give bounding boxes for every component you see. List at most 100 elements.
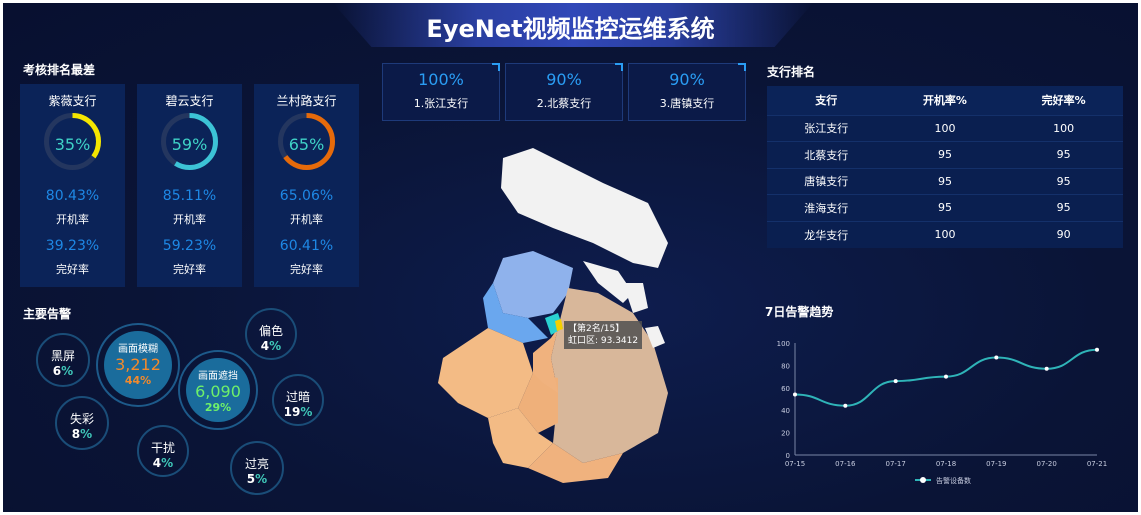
data-point <box>793 392 797 397</box>
ring-percent: 59% <box>171 135 208 154</box>
x-tick-label: 07-18 <box>936 460 956 468</box>
progress-ring <box>44 113 101 170</box>
top-percent: 90% <box>669 70 705 89</box>
map-region-pudong[interactable] <box>551 288 668 463</box>
map-region-minhang[interactable] <box>533 328 558 393</box>
map-region-jiading[interactable] <box>483 283 548 343</box>
table-cell: 张江支行 <box>767 114 886 142</box>
y-tick-label: 60 <box>781 385 790 393</box>
table-row: 唐镇支行 95 95 <box>767 167 1123 195</box>
shanghai-map[interactable] <box>433 143 683 493</box>
alert-percent: 29% <box>204 401 232 414</box>
major-alert-bubble[interactable]: 画面模糊 3,212 44% <box>96 323 180 407</box>
top-percent: 100% <box>418 70 464 89</box>
percent-sign: % <box>255 472 268 486</box>
col-header: 支行 <box>767 86 886 115</box>
top-name: 2.北蔡支行 <box>536 97 592 110</box>
table-cell: 100 <box>885 220 1005 248</box>
percent-sign: % <box>61 364 74 378</box>
progress-arc <box>161 113 218 170</box>
map-region-chongming[interactable] <box>501 148 668 268</box>
table-cell: 95 <box>1004 141 1123 168</box>
top-percent: 90% <box>546 70 582 89</box>
alert-name: 过亮 <box>244 457 269 471</box>
table-row: 淮海支行 95 95 <box>767 194 1123 221</box>
map-island <box>645 326 665 348</box>
alert-bubble[interactable]: 黑屏 6% <box>36 333 90 387</box>
x-tick-label: 07-16 <box>835 460 856 468</box>
alert-bubble[interactable]: 过亮 5% <box>230 441 284 495</box>
y-tick-label: 0 <box>786 452 790 460</box>
alert-percent: 8 <box>71 427 81 441</box>
major-alert-bubble[interactable]: 画面遮挡 6,090 29% <box>178 350 258 430</box>
alert-bubble[interactable]: 干扰 4% <box>137 425 189 477</box>
good-rate: 39.23% <box>45 238 100 254</box>
good-label: 完好率 <box>290 263 323 276</box>
ring-percent: 35% <box>54 135 91 154</box>
alert-percent: 44% <box>124 374 152 387</box>
table-cell: 95 <box>885 194 1005 221</box>
table-row: 张江支行 100 100 <box>767 114 1123 142</box>
progress-arc <box>278 113 335 170</box>
table-cell: 唐镇支行 <box>767 167 886 195</box>
map-region-huangpu[interactable] <box>555 319 563 331</box>
alert-bubble[interactable]: 偏色 4% <box>245 308 297 360</box>
ring-percent: 65% <box>288 135 325 154</box>
good-rate: 60.41% <box>279 238 334 254</box>
alert-percent: 19 <box>283 405 301 419</box>
progress-ring <box>278 113 335 170</box>
branch-card: 兰村路支行 65% 65.06% 开机率 60.41% 完好率 <box>254 84 359 287</box>
data-point <box>843 403 848 408</box>
alert-percent: 5 <box>246 472 256 486</box>
alert-percent: 4 <box>152 456 162 470</box>
table-row: 北蔡支行 95 95 <box>767 141 1123 168</box>
map-region-jinshan[interactable] <box>488 408 553 468</box>
branch-card: 碧云支行 59% 85.11% 开机率 59.23% 完好率 <box>137 84 242 287</box>
top-branch-card: 90% 3.唐镇支行 <box>628 63 746 121</box>
col-header: 开机率% <box>885 86 1005 115</box>
top-name: 1.张江支行 <box>413 97 469 110</box>
y-tick-label: 20 <box>781 430 790 438</box>
table-cell: 淮海支行 <box>767 194 886 221</box>
data-point <box>944 374 948 379</box>
table-cell: 100 <box>1004 114 1123 142</box>
percent-sign: % <box>161 456 174 470</box>
x-tick-label: 07-19 <box>986 460 1006 468</box>
tooltip-value: 虹口区: 93.3412 <box>568 336 639 346</box>
x-tick-label: 07-15 <box>785 460 805 468</box>
boot-label: 开机率 <box>56 213 89 226</box>
alert-bubble[interactable]: 失彩 8% <box>55 396 109 450</box>
x-tick-label: 07-17 <box>885 460 905 468</box>
alert-name: 黑屏 <box>50 349 75 363</box>
map-region-fengxian[interactable] <box>528 443 623 483</box>
map-region-hengsha[interactable] <box>623 283 648 313</box>
good-rate: 59.23% <box>162 238 217 254</box>
alert-count: 3,212 <box>115 355 161 374</box>
legend-marker <box>920 477 926 483</box>
branch-card: 紫薇支行 35% 80.43% 开机率 39.23% 完好率 <box>20 84 125 287</box>
boot-rate: 65.06% <box>279 188 334 204</box>
table-cell: 95 <box>885 167 1005 195</box>
ranking-title: 支行排名 <box>767 65 816 79</box>
map-region-songjiang[interactable] <box>518 373 558 433</box>
col-header: 完好率% <box>1004 86 1123 115</box>
data-point <box>1044 366 1049 371</box>
alert-bubble[interactable]: 过暗 19% <box>272 374 324 426</box>
top-name: 3.唐镇支行 <box>659 97 715 110</box>
map-region-qingpu[interactable] <box>438 328 533 418</box>
map-region-changxing[interactable] <box>583 261 633 303</box>
alert-percent: 6 <box>52 364 62 378</box>
data-point <box>994 355 999 360</box>
alert-name: 过暗 <box>285 390 310 404</box>
top-branch-card: 90% 2.北蔡支行 <box>505 63 623 121</box>
boot-rate: 80.43% <box>45 188 100 204</box>
progress-arc <box>44 113 101 170</box>
map-region-baoshan[interactable] <box>493 251 573 318</box>
alert-name: 失彩 <box>69 412 94 426</box>
progress-ring <box>161 113 218 170</box>
branch-name: 紫薇支行 <box>48 94 97 108</box>
data-point <box>1095 347 1099 352</box>
alert-percent: 4 <box>260 339 270 353</box>
worst-title: 考核排名最差 <box>23 63 96 77</box>
legend-label[interactable]: 告警设备数 <box>936 476 971 485</box>
